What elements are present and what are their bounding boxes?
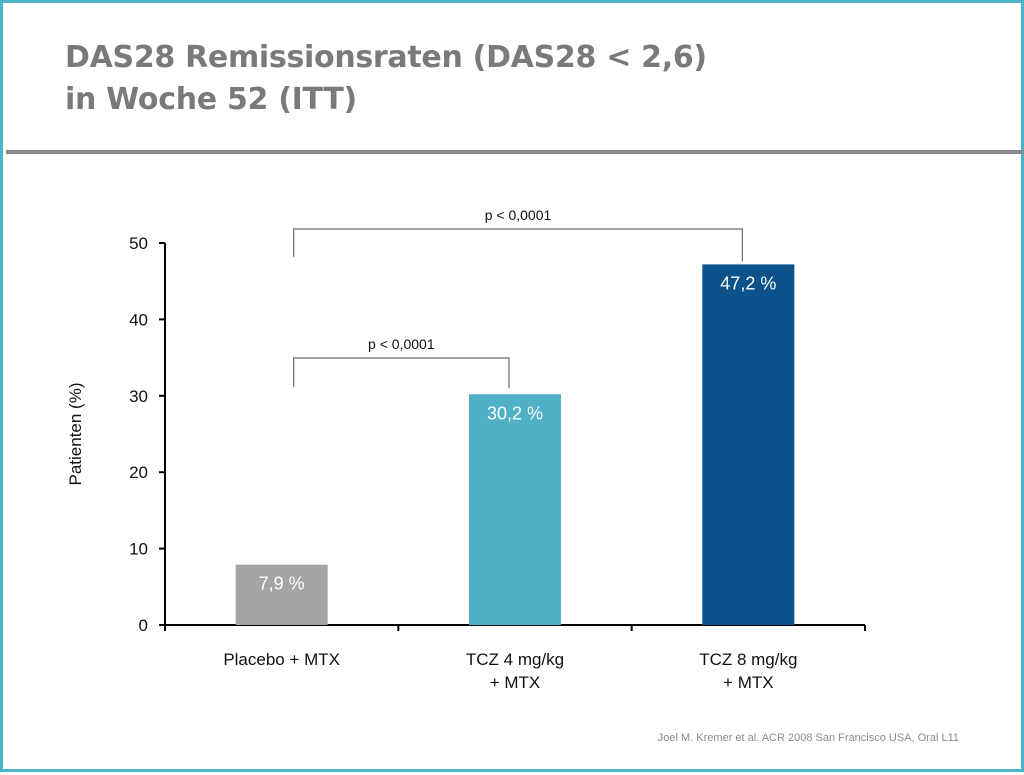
bar <box>235 564 328 625</box>
x-category-label: + MTX <box>490 673 541 692</box>
bar-value-label: 47,2 % <box>720 273 776 293</box>
x-category-label: TCZ 4 mg/kg <box>466 650 564 669</box>
y-axis-label: Patienten (%) <box>66 383 85 486</box>
significance-bracket <box>293 357 510 389</box>
bar <box>469 394 561 625</box>
x-category-label: TCZ 8 mg/kg <box>699 650 797 669</box>
y-tick-label: 20 <box>129 463 148 482</box>
title-line-1: DAS28 Remissionsraten (DAS28 < 2,6) <box>65 40 707 75</box>
y-tick-label: 0 <box>139 616 148 635</box>
slide-title: DAS28 Remissionsraten (DAS28 < 2,6) in W… <box>65 37 707 121</box>
significance-bracket <box>293 228 743 262</box>
bar-value-label: 30,2 % <box>487 403 543 423</box>
y-tick-label: 30 <box>129 387 148 406</box>
x-category-label: + MTX <box>723 673 774 692</box>
significance-label: p < 0,0001 <box>368 336 435 352</box>
y-tick-label: 10 <box>129 540 148 559</box>
x-category-label: Placebo + MTX <box>223 650 340 669</box>
bar-chart: Patienten (%) 0 10 20 30 40 50 7,9 % Placebo + … <box>66 207 866 692</box>
bar-value-label: 7,9 % <box>259 574 305 594</box>
y-tick-label: 50 <box>129 234 148 253</box>
title-line-2: in Woche 52 (ITT) <box>65 82 357 117</box>
y-tick-label: 40 <box>129 310 148 329</box>
citation-footnote: Joel M. Kremer et al. ACR 2008 San Franc… <box>657 732 959 744</box>
significance-label: p < 0,0001 <box>485 207 552 223</box>
bar <box>702 264 795 625</box>
title-divider <box>6 150 1024 154</box>
